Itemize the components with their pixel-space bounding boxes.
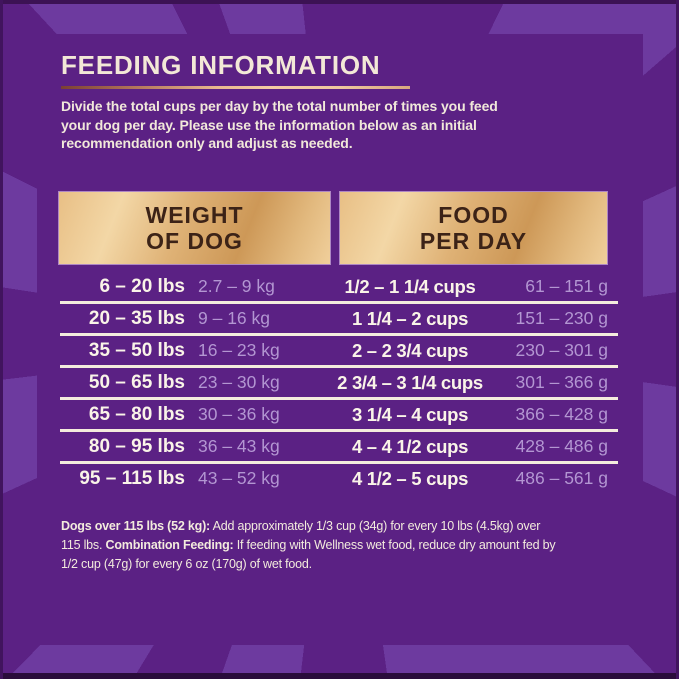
intro-line-1: Divide the total cups per day by the tot…	[61, 98, 498, 114]
right-edge-strip	[676, 0, 679, 679]
footnote-line-1: Dogs over 115 lbs (52 kg): Add approxima…	[61, 517, 555, 536]
weight-lbs: 50 – 65 lbs	[88, 372, 185, 393]
weight-lbs: 65 – 80 lbs	[88, 404, 185, 425]
header-food-line-1: FOOD	[438, 202, 509, 228]
table-row: 6 – 20 lbs 2.7 – 9 kg 1/2 – 1 1/4 cups 6…	[60, 272, 618, 304]
weight-kg: 2.7 – 9 kg	[198, 276, 275, 296]
header-weight-line-2: OF DOG	[146, 228, 243, 254]
top-edge-strip	[0, 0, 679, 4]
food-grams: 151 – 230 g	[515, 308, 608, 328]
weight-lbs: 35 – 50 lbs	[88, 340, 185, 361]
table-row: 95 – 115 lbs 43 – 52 kg 4 1/2 – 5 cups 4…	[60, 464, 618, 493]
food-cups: 3 1/4 – 4 cups	[351, 404, 469, 425]
table-row: 50 – 65 lbs 23 – 30 kg 2 3/4 – 3 1/4 cup…	[60, 368, 618, 400]
section-title: FEEDING INFORMATION	[61, 50, 381, 80]
food-cups: 2 3/4 – 3 1/4 cups	[337, 372, 483, 393]
footnote-text: If feeding with Wellness wet food, reduc…	[233, 538, 556, 552]
feeding-table: 6 – 20 lbs 2.7 – 9 kg 1/2 – 1 1/4 cups 6…	[60, 272, 618, 493]
weight-lbs: 95 – 115 lbs	[79, 468, 185, 489]
weight-kg: 36 – 43 kg	[198, 436, 280, 456]
footnote-bold-dogs-over: Dogs over 115 lbs (52 kg):	[61, 519, 211, 533]
weight-kg: 16 – 23 kg	[198, 340, 280, 360]
intro-line-2: your dog per day. Please use the informa…	[61, 116, 477, 133]
table-row: 65 – 80 lbs 30 – 36 kg 3 1/4 – 4 cups 36…	[60, 400, 618, 432]
food-cups: 1/2 – 1 1/4 cups	[344, 276, 476, 297]
food-grams: 301 – 366 g	[515, 372, 608, 392]
column-header-food-per-day: FOOD PER DAY	[340, 192, 607, 264]
weight-lbs: 6 – 20 lbs	[99, 276, 185, 297]
weight-lbs: 80 – 95 lbs	[88, 436, 185, 457]
background-center-plate	[37, 34, 643, 645]
food-cups: 2 – 2 3/4 cups	[351, 340, 469, 361]
weight-kg: 9 – 16 kg	[198, 308, 270, 328]
table-row: 35 – 50 lbs 16 – 23 kg 2 – 2 3/4 cups 23…	[60, 336, 618, 368]
footnote-line-2: 115 lbs. Combination Feeding: If feeding…	[61, 536, 556, 555]
header-weight-line-1: WEIGHT	[145, 202, 244, 228]
left-edge-strip	[0, 0, 3, 679]
title-underline	[61, 86, 410, 89]
table-row: 80 – 95 lbs 36 – 43 kg 4 – 4 1/2 cups 42…	[60, 432, 618, 464]
footnote: Dogs over 115 lbs (52 kg): Add approxima…	[61, 517, 556, 574]
footnote-text: 1/2 cup (47g) for every 6 oz (170g) of w…	[61, 557, 312, 571]
intro-line-3: recommendation only and adjust as needed…	[61, 135, 353, 152]
food-cups: 4 – 4 1/2 cups	[351, 436, 469, 457]
food-cups: 1 1/4 – 2 cups	[351, 308, 469, 329]
weight-kg: 30 – 36 kg	[198, 404, 280, 424]
weight-lbs: 20 – 35 lbs	[88, 308, 185, 329]
food-grams: 366 – 428 g	[515, 404, 608, 424]
header-food-line-2: PER DAY	[419, 228, 528, 254]
food-grams: 486 – 561 g	[515, 468, 608, 488]
footnote-text: 115 lbs.	[61, 538, 106, 552]
bottom-edge-strip	[0, 673, 679, 679]
footnote-bold-combination-feeding: Combination Feeding:	[105, 538, 234, 552]
footnote-text: Add approximately 1/3 cup (34g) for ever…	[210, 519, 541, 533]
column-header-weight-of-dog: WEIGHT OF DOG	[59, 192, 330, 264]
intro-paragraph: Divide the total cups per day by the tot…	[61, 97, 498, 153]
food-cups: 4 1/2 – 5 cups	[351, 468, 469, 489]
food-grams: 61 – 151 g	[525, 276, 608, 296]
food-grams: 230 – 301 g	[515, 340, 608, 360]
table-row: 20 – 35 lbs 9 – 16 kg 1 1/4 – 2 cups 151…	[60, 304, 618, 336]
weight-kg: 43 – 52 kg	[198, 468, 280, 488]
weight-kg: 23 – 30 kg	[198, 372, 280, 392]
food-grams: 428 – 486 g	[515, 436, 608, 456]
footnote-line-3: 1/2 cup (47g) for every 6 oz (170g) of w…	[61, 555, 555, 574]
